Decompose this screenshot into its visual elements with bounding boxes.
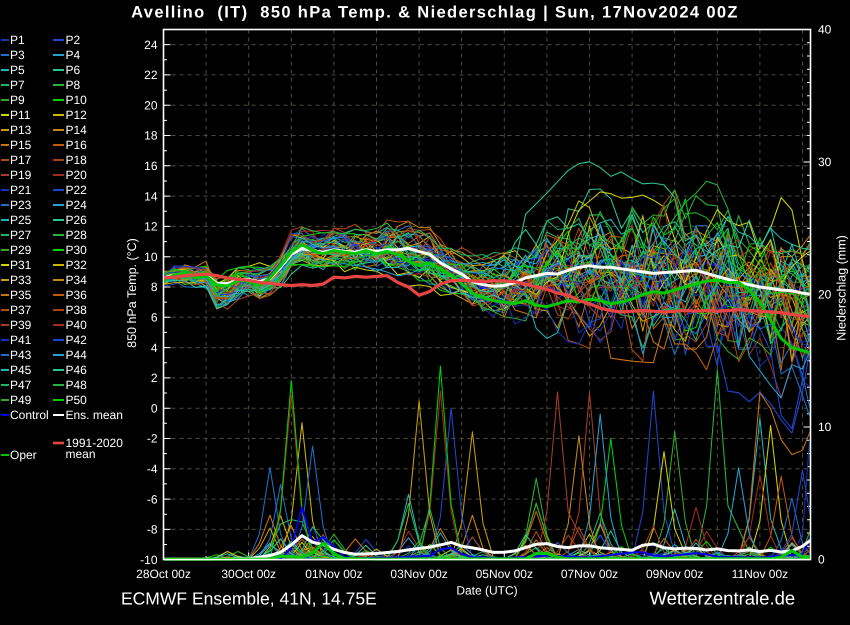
svg-text:Wetterzentrale.de: Wetterzentrale.de — [650, 588, 796, 609]
svg-text:P20: P20 — [66, 168, 88, 182]
svg-text:P36: P36 — [66, 288, 88, 302]
svg-text:4: 4 — [151, 341, 158, 355]
svg-text:P28: P28 — [66, 228, 88, 242]
svg-text:-2: -2 — [147, 432, 158, 446]
svg-text:Control: Control — [10, 408, 49, 422]
svg-text:P43: P43 — [10, 348, 32, 362]
svg-text:P47: P47 — [10, 378, 32, 392]
svg-text:P41: P41 — [10, 333, 32, 347]
svg-text:P11: P11 — [10, 108, 31, 122]
svg-text:P27: P27 — [10, 228, 32, 242]
svg-text:P33: P33 — [10, 273, 32, 287]
svg-text:P46: P46 — [66, 363, 88, 377]
svg-text:P9: P9 — [10, 93, 25, 107]
svg-text:P45: P45 — [10, 363, 32, 377]
svg-text:24: 24 — [144, 38, 158, 52]
svg-text:P4: P4 — [66, 48, 81, 62]
svg-text:-6: -6 — [147, 492, 158, 506]
svg-text:P16: P16 — [66, 138, 88, 152]
svg-text:0: 0 — [818, 553, 825, 567]
svg-text:P38: P38 — [66, 303, 88, 317]
svg-text:-8: -8 — [147, 523, 158, 537]
svg-text:P25: P25 — [10, 213, 32, 227]
svg-text:P2: P2 — [66, 33, 81, 47]
svg-text:10: 10 — [818, 420, 832, 434]
svg-text:P26: P26 — [66, 213, 88, 227]
svg-text:P7: P7 — [10, 78, 25, 92]
svg-text:P37: P37 — [10, 303, 32, 317]
svg-text:ECMWF Ensemble, 41N, 14.75E: ECMWF Ensemble, 41N, 14.75E — [121, 589, 377, 609]
svg-text:40: 40 — [818, 23, 832, 37]
svg-text:P44: P44 — [66, 348, 88, 362]
svg-text:P48: P48 — [66, 378, 88, 392]
svg-text:Niederschlag (mm): Niederschlag (mm) — [835, 235, 849, 341]
svg-text:Oper: Oper — [10, 448, 37, 462]
svg-text:P5: P5 — [10, 63, 25, 77]
svg-text:P34: P34 — [66, 273, 88, 287]
svg-text:P31: P31 — [10, 258, 32, 272]
svg-text:P42: P42 — [66, 333, 88, 347]
svg-text:07Nov 00z: 07Nov 00z — [561, 567, 618, 581]
svg-text:P32: P32 — [66, 258, 88, 272]
svg-text:30: 30 — [818, 155, 832, 169]
svg-text:Date (UTC): Date (UTC) — [456, 584, 517, 598]
svg-text:P35: P35 — [10, 288, 32, 302]
svg-text:20: 20 — [144, 98, 158, 112]
svg-text:2: 2 — [151, 371, 158, 385]
svg-text:10: 10 — [144, 250, 158, 264]
svg-text:P23: P23 — [10, 198, 32, 212]
svg-text:05Nov 00z: 05Nov 00z — [476, 567, 533, 581]
svg-text:P13: P13 — [10, 123, 32, 137]
svg-text:Ens. mean: Ens. mean — [66, 408, 123, 422]
svg-text:03Nov 00z: 03Nov 00z — [390, 567, 447, 581]
svg-text:22: 22 — [144, 68, 158, 82]
svg-text:P40: P40 — [66, 318, 88, 332]
svg-text:P10: P10 — [66, 93, 88, 107]
svg-text:P3: P3 — [10, 48, 25, 62]
svg-text:-4: -4 — [147, 462, 158, 476]
svg-text:P29: P29 — [10, 243, 32, 257]
svg-text:P14: P14 — [66, 123, 88, 137]
svg-text:P6: P6 — [66, 63, 81, 77]
svg-text:P22: P22 — [66, 183, 88, 197]
svg-text:P50: P50 — [66, 393, 88, 407]
svg-text:P24: P24 — [66, 198, 88, 212]
svg-text:P30: P30 — [66, 243, 88, 257]
svg-text:P49: P49 — [10, 393, 32, 407]
svg-text:P12: P12 — [66, 108, 88, 122]
svg-text:1991-2020: 1991-2020 — [66, 436, 124, 450]
svg-text:01Nov 00z: 01Nov 00z — [305, 567, 362, 581]
svg-text:P17: P17 — [10, 153, 32, 167]
svg-text:8: 8 — [151, 280, 158, 294]
svg-text:P1: P1 — [10, 33, 25, 47]
svg-text:-10: -10 — [140, 553, 158, 567]
svg-text:P18: P18 — [66, 153, 88, 167]
svg-text:P8: P8 — [66, 78, 81, 92]
svg-text:16: 16 — [144, 159, 158, 173]
svg-text:28Oct 00z: 28Oct 00z — [136, 567, 191, 581]
svg-text:12: 12 — [144, 220, 158, 234]
svg-text:14: 14 — [144, 189, 158, 203]
svg-text:P15: P15 — [10, 138, 32, 152]
svg-text:30Oct 00z: 30Oct 00z — [221, 567, 276, 581]
svg-text:18: 18 — [144, 129, 158, 143]
svg-text:P39: P39 — [10, 318, 32, 332]
svg-text:850 hPa Temp. (°C): 850 hPa Temp. (°C) — [125, 238, 139, 348]
svg-text:Avellino (IT) 850 hPa Temp.: Avellino (IT) 850 hPa Temp. & Niederschl… — [131, 4, 739, 22]
svg-text:P19: P19 — [10, 168, 32, 182]
svg-text:0: 0 — [151, 401, 158, 415]
svg-text:11Nov 00z: 11Nov 00z — [732, 567, 788, 581]
svg-text:09Nov 00z: 09Nov 00z — [646, 567, 703, 581]
svg-text:P21: P21 — [10, 183, 32, 197]
svg-text:20: 20 — [818, 288, 832, 302]
svg-text:mean: mean — [66, 447, 96, 461]
svg-text:6: 6 — [151, 310, 158, 324]
